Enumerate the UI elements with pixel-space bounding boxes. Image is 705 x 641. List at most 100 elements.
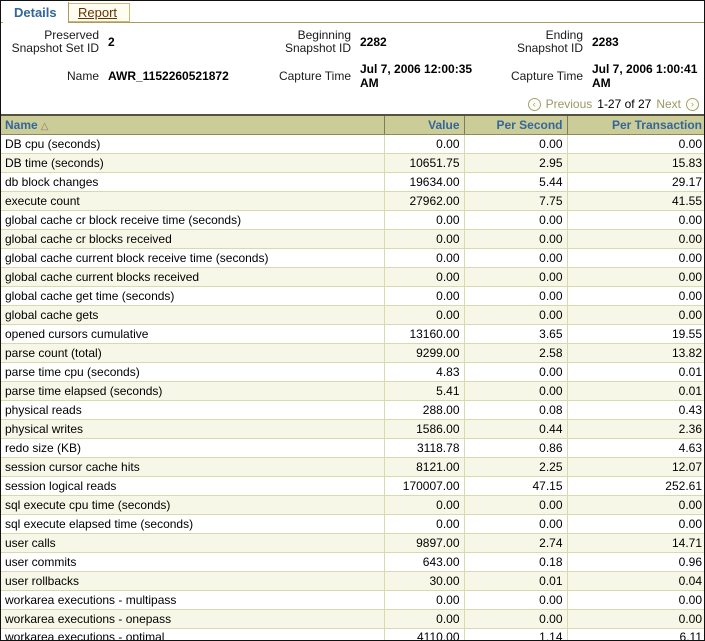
stat-value-cell: 9299.00	[384, 343, 465, 363]
tab-report[interactable]: Report	[66, 3, 131, 22]
table-row: physical writes 1586.00 0.44 2.36	[1, 419, 704, 439]
pagination-bar: ‹ Previous 1-27 of 27 Next ›	[1, 94, 704, 114]
table-row: session logical reads 170007.00 47.15 25…	[1, 476, 704, 496]
stat-name-cell: workarea executions - onepass	[1, 609, 385, 629]
stat-per-transaction-cell: 29.17	[567, 172, 704, 192]
stat-value-cell: 0.00	[384, 305, 465, 325]
table-row: global cache current block receive time …	[1, 248, 704, 268]
stat-per-transaction-cell: 14.71	[567, 533, 704, 553]
stat-value-cell: 0.00	[384, 248, 465, 268]
stat-per-second-cell: 3.65	[464, 324, 568, 344]
stat-per-second-cell: 7.75	[464, 191, 568, 211]
stat-per-transaction-cell: 252.61	[567, 476, 704, 496]
stat-name-cell: physical writes	[1, 419, 385, 439]
stat-name-cell: global cache current blocks received	[1, 267, 385, 287]
table-row: global cache cr block receive time (seco…	[1, 210, 704, 230]
stat-value-cell: 13160.00	[384, 324, 465, 344]
stat-per-second-cell: 0.00	[464, 590, 568, 610]
name-value: AWR_1152260521872	[108, 69, 229, 83]
table-row: user rollbacks 30.00 0.01 0.04	[1, 571, 704, 591]
table-row: physical reads 288.00 0.08 0.43	[1, 400, 704, 420]
stat-name-cell: parse count (total)	[1, 343, 385, 363]
pagination-range: 1-27 of 27	[597, 97, 652, 111]
stat-per-transaction-cell: 0.43	[567, 400, 704, 420]
table-row: db block changes 19634.00 5.44 29.17	[1, 172, 704, 192]
preserved-snapshot-set-id-value: 2	[108, 35, 115, 49]
stat-name-cell: parse time cpu (seconds)	[1, 362, 385, 382]
table-row: opened cursors cumulative 13160.00 3.65 …	[1, 324, 704, 344]
stat-value-cell: 0.00	[384, 229, 465, 249]
stat-per-transaction-cell: 0.00	[567, 267, 704, 287]
table-row: sql execute cpu time (seconds) 0.00 0.00…	[1, 495, 704, 515]
stat-per-transaction-cell: 0.00	[567, 248, 704, 268]
column-header-name[interactable]: Name △	[1, 114, 385, 135]
ending-snapshot-id-label: Ending Snapshot ID	[516, 28, 583, 55]
table-row: workarea executions - onepass 0.00 0.00 …	[1, 609, 704, 629]
stat-per-second-cell: 0.00	[464, 305, 568, 325]
stat-name-cell: global cache get time (seconds)	[1, 286, 385, 306]
beginning-snapshot-id-label: Beginning Snapshot ID	[284, 28, 351, 55]
end-capture-time-label: Capture Time	[510, 68, 583, 83]
stat-value-cell: 643.00	[384, 552, 465, 572]
stat-per-transaction-cell: 6.11	[567, 628, 704, 640]
stat-name-cell: global cache gets	[1, 305, 385, 325]
stat-per-second-cell: 1.14	[464, 628, 568, 640]
stat-per-transaction-cell: 15.83	[567, 153, 704, 173]
previous-circle-icon[interactable]: ‹	[527, 97, 541, 111]
begin-capture-time-label: Capture Time	[278, 68, 351, 83]
stat-name-cell: redo size (KB)	[1, 438, 385, 458]
stat-per-transaction-cell: 0.00	[567, 210, 704, 230]
column-header-per-second[interactable]: Per Second	[464, 114, 568, 135]
table-row: global cache current blocks received 0.0…	[1, 267, 704, 287]
stat-per-second-cell: 5.44	[464, 172, 568, 192]
stat-value-cell: 0.00	[384, 210, 465, 230]
stat-per-transaction-cell: 0.01	[567, 362, 704, 382]
stat-name-cell: DB cpu (seconds)	[1, 134, 385, 154]
stat-value-cell: 30.00	[384, 571, 465, 591]
stat-name-cell: user calls	[1, 533, 385, 553]
stat-name-cell: user rollbacks	[1, 571, 385, 591]
stat-per-transaction-cell: 4.63	[567, 438, 704, 458]
tab-details[interactable]: Details	[3, 2, 69, 23]
table-row: workarea executions - multipass 0.00 0.0…	[1, 590, 704, 610]
table-header-row: Name △ Value Per Second Per Transaction	[1, 114, 704, 135]
table-row: global cache gets 0.00 0.00 0.00	[1, 305, 704, 325]
stat-value-cell: 0.00	[384, 286, 465, 306]
stat-per-transaction-cell: 2.36	[567, 419, 704, 439]
stat-per-second-cell: 0.00	[464, 210, 568, 230]
beginning-snapshot-id-value: 2282	[360, 35, 387, 49]
stat-value-cell: 0.00	[384, 590, 465, 610]
stat-name-cell: opened cursors cumulative	[1, 324, 385, 344]
column-header-per-transaction[interactable]: Per Transaction	[567, 114, 704, 135]
column-header-value[interactable]: Value	[384, 114, 465, 135]
stat-per-transaction-cell: 0.00	[567, 229, 704, 249]
next-button[interactable]: Next	[656, 97, 681, 111]
stat-value-cell: 170007.00	[384, 476, 465, 496]
stat-name-cell: user commits	[1, 552, 385, 572]
stat-value-cell: 3118.78	[384, 438, 465, 458]
next-circle-icon[interactable]: ›	[686, 97, 699, 111]
stat-name-cell: global cache cr block receive time (seco…	[1, 210, 385, 230]
stat-per-second-cell: 2.74	[464, 533, 568, 553]
stat-name-cell: db block changes	[1, 172, 385, 192]
stat-value-cell: 27962.00	[384, 191, 465, 211]
table-row: DB cpu (seconds) 0.00 0.00 0.00	[1, 134, 704, 154]
table-row: user calls 9897.00 2.74 14.71	[1, 533, 704, 553]
stat-value-cell: 4110.00	[384, 628, 465, 640]
table-row: execute count 27962.00 7.75 41.55	[1, 191, 704, 211]
stat-per-second-cell: 0.01	[464, 571, 568, 591]
stat-per-transaction-cell: 0.00	[567, 590, 704, 610]
table-row: parse time elapsed (seconds) 5.41 0.00 0…	[1, 381, 704, 401]
table-row: workarea executions - optimal 4110.00 1.…	[1, 628, 704, 640]
stat-per-second-cell: 47.15	[464, 476, 568, 496]
stat-per-second-cell: 2.58	[464, 343, 568, 363]
stat-per-second-cell: 2.95	[464, 153, 568, 173]
table-row: global cache cr blocks received 0.00 0.0…	[1, 229, 704, 249]
stat-per-transaction-cell: 0.96	[567, 552, 704, 572]
stat-value-cell: 5.41	[384, 381, 465, 401]
stat-per-transaction-cell: 0.00	[567, 286, 704, 306]
stat-per-second-cell: 0.00	[464, 609, 568, 629]
stat-value-cell: 1586.00	[384, 419, 465, 439]
stat-name-cell: session logical reads	[1, 476, 385, 496]
previous-button[interactable]: Previous	[545, 97, 593, 111]
